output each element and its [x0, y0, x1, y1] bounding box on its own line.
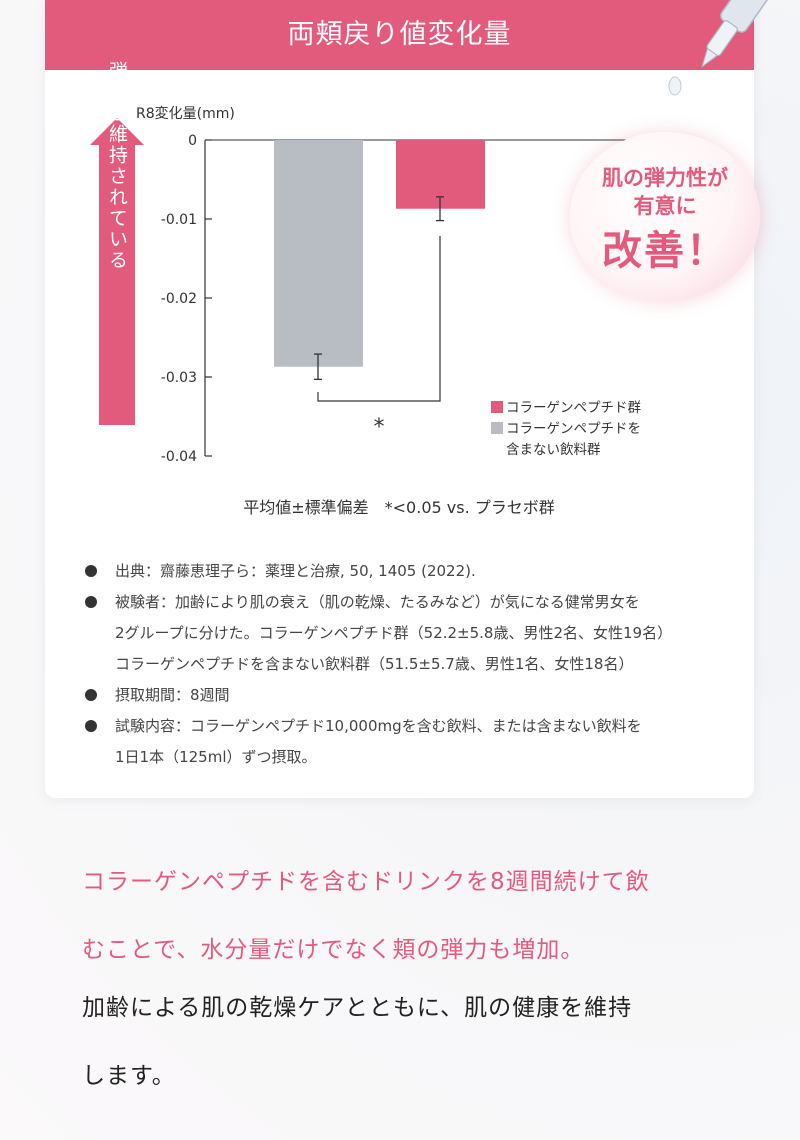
dropper-icon — [668, 0, 782, 96]
significance-mark: * — [374, 415, 385, 440]
bullet-icon — [85, 565, 97, 577]
bar — [274, 140, 363, 367]
y-tick-label: -0.01 — [161, 212, 197, 228]
significance-bracket — [317, 236, 441, 402]
y-tick-label: -0.03 — [161, 370, 197, 386]
y-tick-label: -0.02 — [161, 291, 197, 307]
note-line: 2グループに分けた。コラーゲンペプチド群（52.2±5.8歳、男性2名、女性19… — [115, 624, 673, 642]
note-line: 1日1本（125ml）ずつ摂取。 — [115, 748, 317, 766]
bullet-icon — [85, 596, 97, 608]
improvement-badge: 肌の弾力性が 有意に 改善！ — [570, 132, 760, 302]
summary-highlight: コラーゲンペプチドを含むドリンクを8週間続けて飲 むことで、水分量だけでなく頬の弾… — [82, 848, 742, 984]
badge-line3: 改善！ — [602, 228, 728, 274]
note-line: 摂取期間：8週間 — [115, 686, 230, 704]
chart-footnote: 平均値±標準偏差 *<0.05 vs. プラセボ群 — [243, 498, 555, 517]
bullet-icon — [85, 720, 97, 732]
note-line: 試験内容：コラーゲンペプチド10,000mgを含む飲料、または含まない飲料を — [115, 717, 642, 735]
legend-swatch — [491, 422, 503, 434]
note-line: 出典：齋藤恵理子ら：薬理と治療, 50, 1405 (2022). — [115, 562, 476, 580]
bullet-icon — [85, 689, 97, 701]
badge-line1: 肌の弾力性が — [602, 166, 728, 190]
side-label: 弾力が維持されている — [106, 61, 128, 271]
summary-line: コラーゲンペプチドを含むドリンクを8週間続けて飲 — [82, 869, 650, 895]
legend-swatch — [491, 401, 503, 413]
legend-label: コラーゲンペプチドを — [506, 421, 641, 437]
summary-body: 加齢による肌の乾燥ケアとともに、肌の健康を維持 します。 — [82, 974, 742, 1110]
legend-label: コラーゲンペプチド群 — [506, 400, 641, 416]
summary-line: 加齢による肌の乾燥ケアとともに、肌の健康を維持 — [82, 995, 633, 1021]
legend-label: 含まない飲料群 — [506, 442, 601, 458]
y-axis-label: R8変化量(mm) — [136, 105, 235, 122]
summary-line: むことで、水分量だけでなく頬の弾力も増加。 — [82, 937, 585, 963]
note-line: 被験者：加齢により肌の衰え（肌の乾燥、たるみなど）が気になる健常男女を — [115, 593, 640, 611]
y-tick-label: -0.04 — [161, 449, 197, 465]
note-item: 試験内容：コラーゲンペプチド10,000mgを含む飲料、または含まない飲料を 1日… — [85, 711, 725, 773]
badge-line2: 有意に — [633, 194, 697, 218]
summary-line: します。 — [82, 1063, 176, 1089]
note-item: 被験者：加齢により肌の衰え（肌の乾燥、たるみなど）が気になる健常男女を 2グループ… — [85, 587, 725, 680]
bar-chart: 弾力が維持されている R8変化量(mm) 0 -0.01 -0.02 -0.03 -0.… — [90, 61, 655, 517]
up-arrow-shape — [90, 118, 144, 425]
study-notes: 出典：齋藤恵理子ら：薬理と治療, 50, 1405 (2022). 被験者：加齢に… — [85, 556, 725, 773]
note-item: 摂取期間：8週間 — [85, 680, 725, 711]
note-item: 出典：齋藤恵理子ら：薬理と治療, 50, 1405 (2022). — [85, 556, 725, 587]
card-title: 両頬戻り値変化量 — [45, 0, 754, 70]
result-card: 両頬戻り値変化量 弾力が維持されている R8変化量(mm) 0 -0.01 -0.0… — [45, 0, 782, 798]
y-tick-label: 0 — [188, 133, 197, 149]
note-line: コラーゲンペプチドを含まない飲料群（51.5±5.7歳、男性1名、女性18名） — [115, 655, 634, 673]
